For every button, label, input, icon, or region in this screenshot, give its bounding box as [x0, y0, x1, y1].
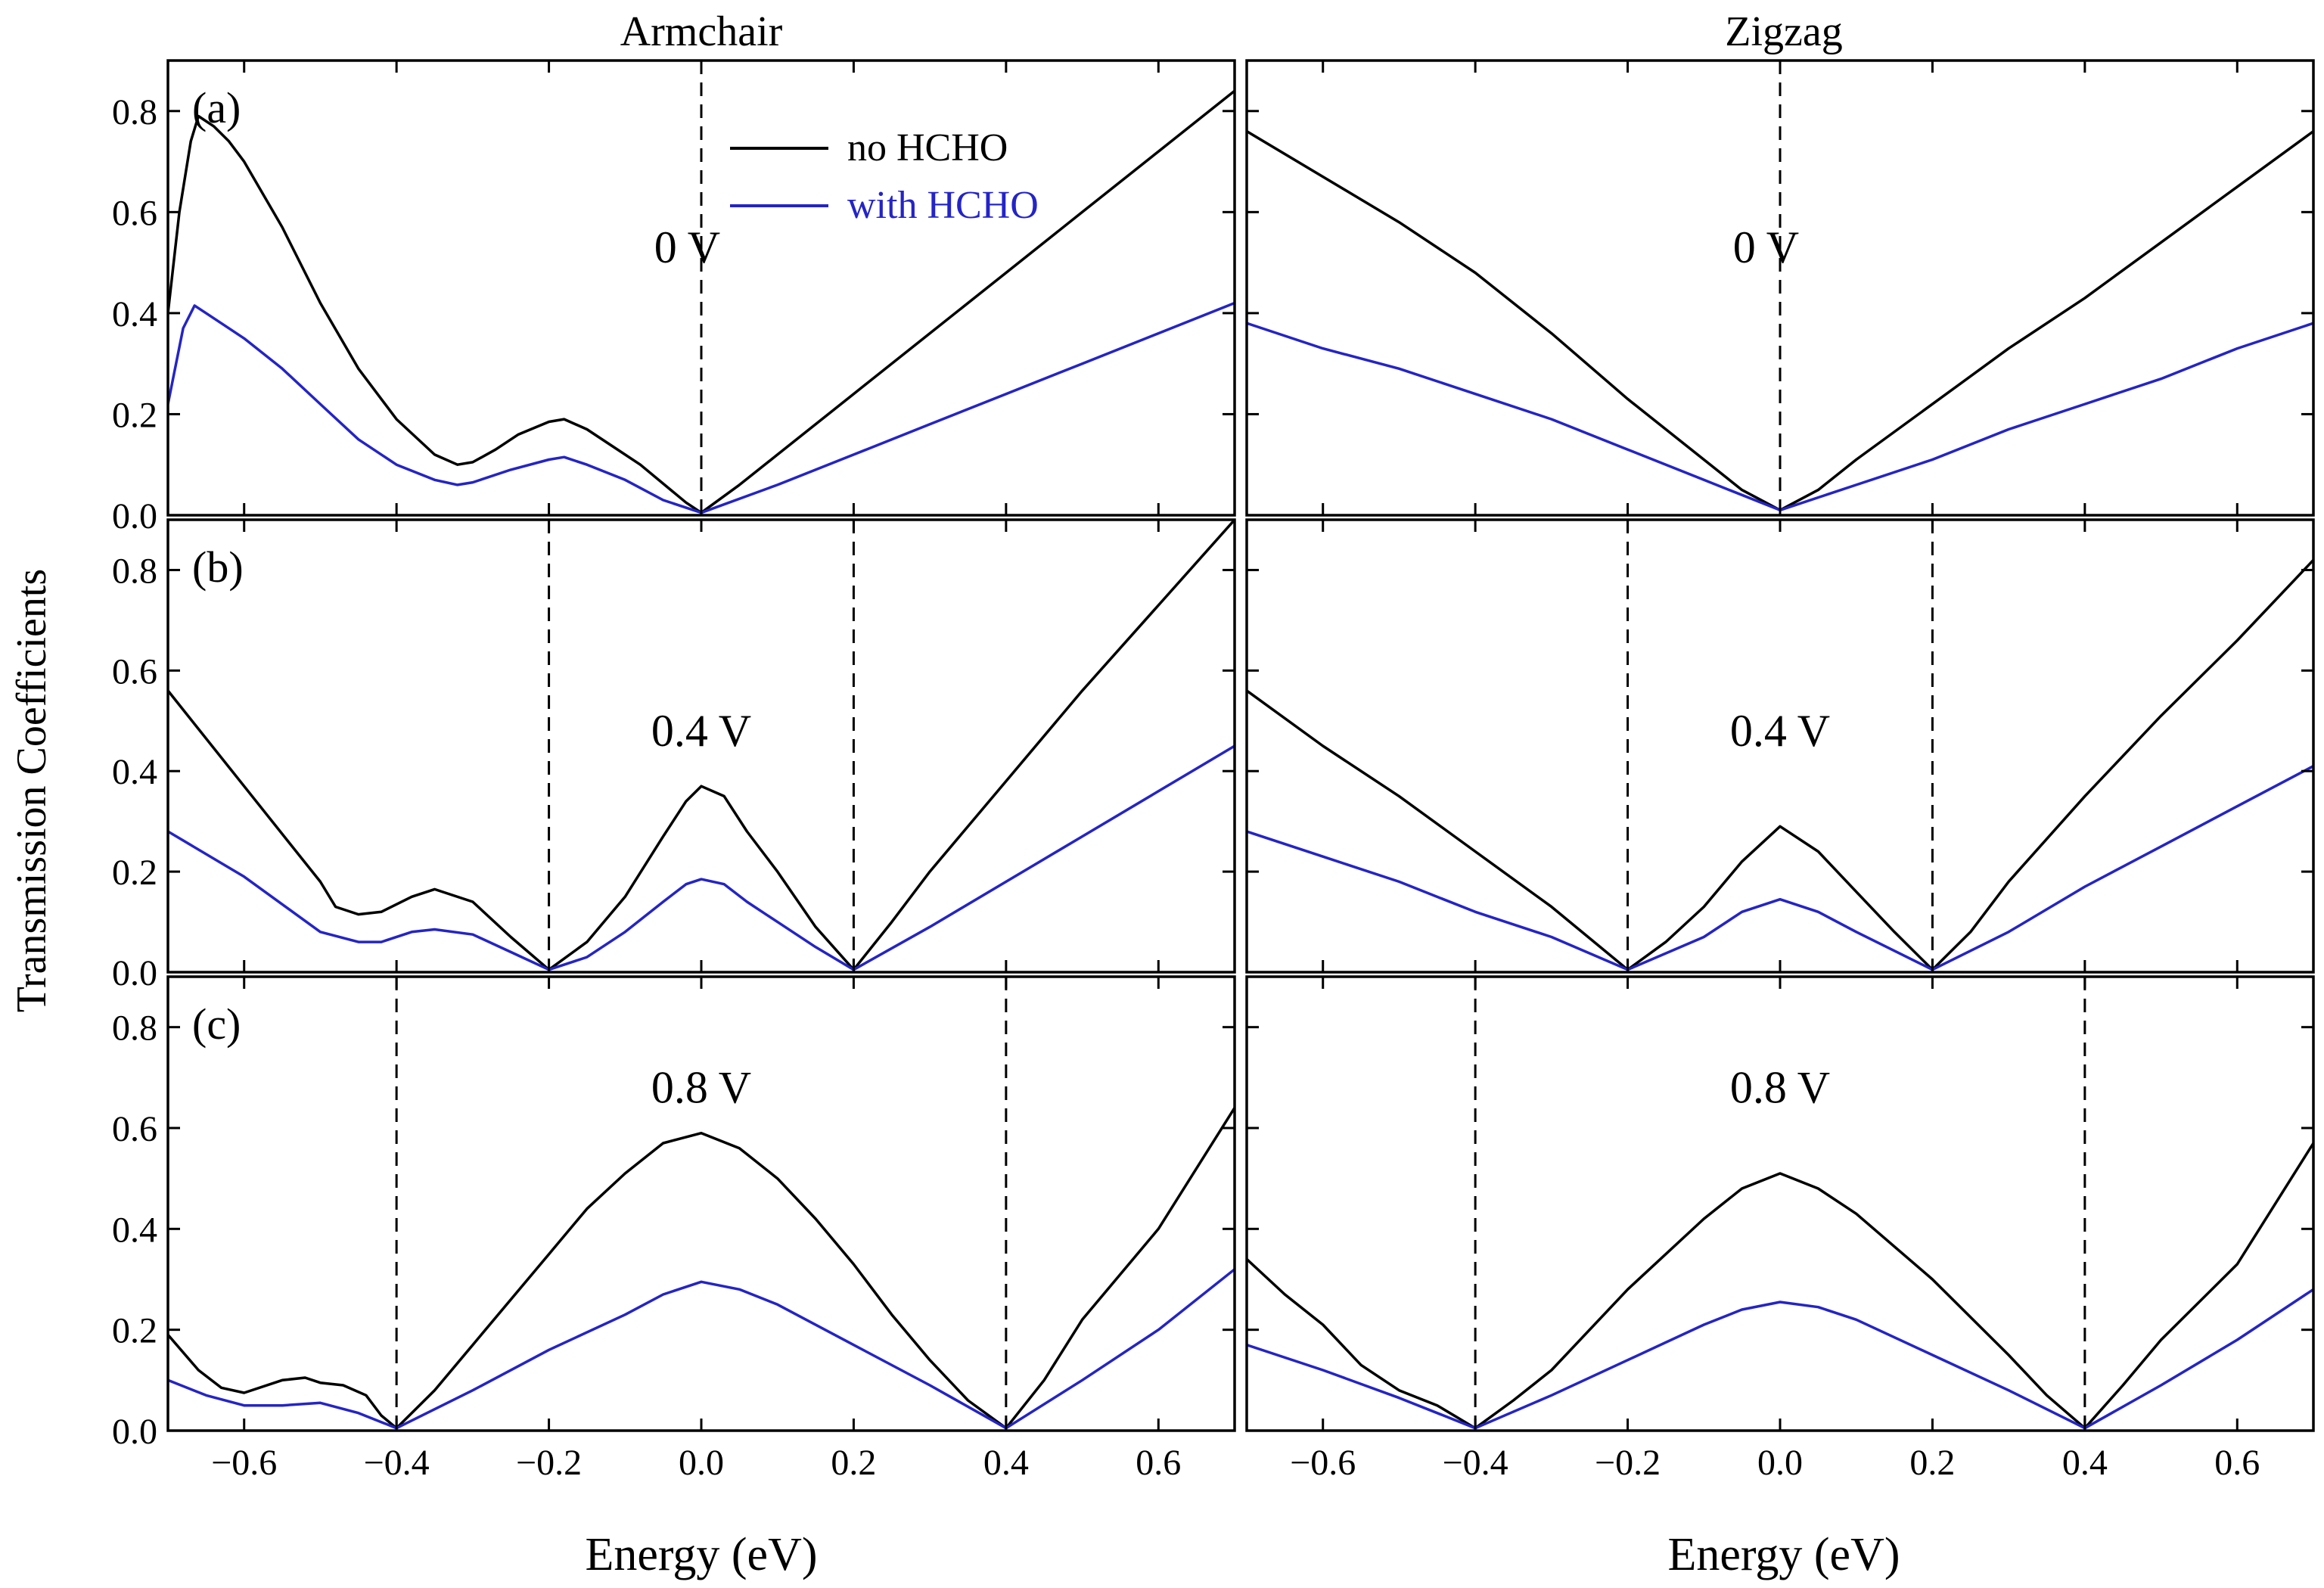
series-line-with-hcho — [1247, 765, 2313, 971]
x-tick-label: 0.4 — [2062, 1443, 2108, 1483]
y-tick-label: 0.2 — [112, 1311, 157, 1351]
panel-b-armchair: 0.0 0.2 0.4 0.6 0.8 (b) 0.4 V — [112, 518, 1236, 993]
bias-label: 0.4 V — [651, 706, 751, 756]
x-tick-label: 0.0 — [679, 1443, 724, 1483]
x-tick-label: −0.6 — [211, 1443, 277, 1483]
y-tick-label: 0.8 — [112, 551, 157, 591]
series-line-no-hcho — [168, 520, 1235, 971]
series-line-no-hcho — [168, 1107, 1235, 1430]
y-tick-label: 0.6 — [112, 651, 157, 691]
panel-c-zigzag: −0.6 −0.4 −0.2 0.0 0.2 0.4 0.6 0.8 V — [1245, 975, 2315, 1483]
panel-letter: (c) — [192, 999, 241, 1049]
x-tick-label: 0.6 — [1136, 1443, 1181, 1483]
panel-a-armchair: 0.0 0.2 0.4 0.6 0.8 (a) 0 V — [112, 59, 1236, 536]
y-tick-label: 0.8 — [112, 92, 157, 132]
series-line-with-hcho — [168, 301, 1235, 514]
column-title-zigzag: Zigzag — [1725, 8, 1842, 55]
y-tick-label: 0.6 — [112, 1109, 157, 1149]
series-line-no-hcho — [1247, 558, 2313, 971]
x-axis-label-zigzag: Energy (eV) — [1667, 1529, 1900, 1580]
x-axis-label-armchair: Energy (eV) — [585, 1529, 817, 1580]
bias-label: 0.8 V — [651, 1063, 751, 1113]
series-line-with-hcho — [168, 744, 1235, 971]
y-tick-label: 0.4 — [112, 294, 157, 334]
y-tick-label: 0.4 — [112, 1210, 157, 1250]
bias-label: 0.4 V — [1730, 706, 1830, 756]
y-tick-label: 0.2 — [112, 853, 157, 893]
x-tick-label: 0.6 — [2214, 1443, 2260, 1483]
x-tick-label: 0.2 — [1909, 1443, 1955, 1483]
legend-label-no-hcho: no HCHO — [847, 126, 1008, 169]
y-tick-label: 0.8 — [112, 1008, 157, 1049]
y-tick-label: 0.2 — [112, 395, 157, 435]
panel-letter: (b) — [192, 542, 244, 592]
legend: no HCHO with HCHO — [730, 126, 1039, 227]
series-line-no-hcho — [168, 89, 1235, 514]
bias-label: 0 V — [1733, 222, 1799, 272]
y-axis-label: Transmission Coefficients — [8, 569, 55, 1012]
y-tick-label: 0.4 — [112, 752, 157, 792]
x-tick-label: −0.6 — [1290, 1443, 1356, 1483]
x-tick-label: −0.2 — [1595, 1443, 1661, 1483]
panel-a-zigzag: 0 V — [1245, 59, 2315, 517]
y-tick-label: 0.0 — [112, 1412, 157, 1452]
x-tick-label: −0.4 — [1443, 1443, 1508, 1483]
column-title-armchair: Armchair — [620, 8, 783, 55]
x-tick-label: 0.4 — [983, 1443, 1029, 1483]
x-tick-label: 0.0 — [1757, 1443, 1803, 1483]
legend-label-with-hcho: with HCHO — [847, 184, 1039, 227]
series-line-with-hcho — [168, 1268, 1235, 1430]
bias-label: 0.8 V — [1730, 1063, 1830, 1113]
y-tick-label: 0.6 — [112, 193, 157, 233]
panel-c-armchair: 0.0 0.2 0.4 0.6 0.8 −0.6 −0.4 −0.2 0.0 0.2 0.4 0.6 (… — [112, 975, 1236, 1483]
panel-letter: (a) — [192, 83, 241, 132]
x-tick-label: −0.2 — [516, 1443, 582, 1483]
series-line-no-hcho — [1247, 1142, 2313, 1430]
x-tick-label: 0.2 — [831, 1443, 876, 1483]
bias-label: 0 V — [654, 222, 720, 272]
x-tick-label: −0.4 — [364, 1443, 430, 1483]
y-tick-label: 0.0 — [112, 953, 157, 993]
y-tick-label: 0.0 — [112, 496, 157, 536]
series-line-with-hcho — [1247, 1288, 2313, 1430]
panel-b-zigzag: 0.4 V — [1245, 518, 2315, 974]
